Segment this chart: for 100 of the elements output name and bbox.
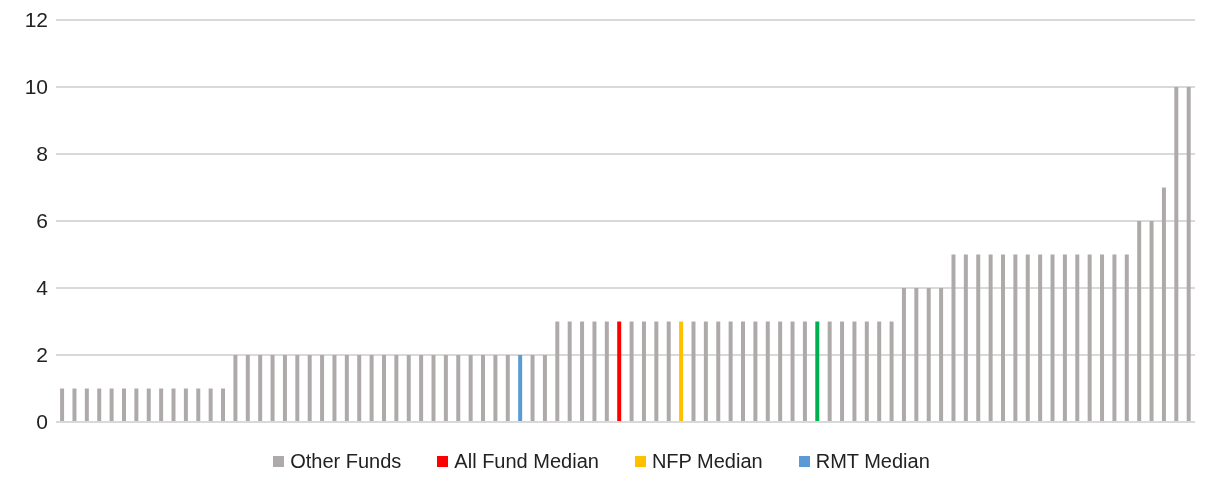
bar — [84, 388, 89, 422]
bar — [1149, 221, 1154, 422]
bar — [1112, 254, 1117, 422]
bar — [703, 321, 708, 422]
bar — [555, 321, 560, 422]
bar — [617, 321, 622, 422]
bar — [1025, 254, 1030, 422]
bar — [765, 321, 770, 422]
y-tick-label: 8 — [36, 142, 48, 166]
bar — [493, 355, 498, 422]
legend-label: NFP Median — [651, 450, 763, 473]
bar — [456, 355, 461, 422]
bar — [344, 355, 349, 422]
bar — [332, 355, 337, 422]
bar — [901, 288, 906, 422]
bar — [654, 321, 659, 422]
bar — [666, 321, 671, 422]
bar — [97, 388, 102, 422]
bar — [245, 355, 250, 422]
bar — [183, 388, 188, 422]
bar — [221, 388, 226, 422]
bar — [592, 321, 597, 422]
bar — [864, 321, 869, 422]
bar — [258, 355, 263, 422]
y-tick-label: 0 — [36, 410, 48, 434]
bar — [443, 355, 448, 422]
bar — [518, 355, 523, 422]
bar — [1174, 87, 1179, 422]
bar — [1038, 254, 1043, 422]
bar — [753, 321, 758, 422]
bar — [431, 355, 436, 422]
legend-label: Other Funds — [290, 450, 402, 473]
y-tick-label: 12 — [24, 8, 48, 32]
bar — [406, 355, 411, 422]
bar — [1013, 254, 1018, 422]
bar — [60, 388, 65, 422]
bar — [963, 254, 968, 422]
bar — [481, 355, 486, 422]
bar — [295, 355, 300, 422]
bar — [976, 254, 981, 422]
legend-label: RMT Median — [815, 450, 930, 473]
bar — [72, 388, 77, 422]
bar — [716, 321, 721, 422]
y-tick-label: 10 — [24, 75, 48, 99]
bar — [134, 388, 139, 422]
bar — [208, 388, 213, 422]
bar — [109, 388, 114, 422]
bar — [121, 388, 126, 422]
bar — [1137, 221, 1142, 422]
bar — [679, 321, 684, 422]
bar — [840, 321, 845, 422]
bar — [505, 355, 510, 422]
bar — [778, 321, 783, 422]
bar — [1001, 254, 1005, 422]
bar — [641, 321, 646, 422]
bar — [394, 355, 399, 422]
bar — [827, 321, 832, 422]
bar — [270, 355, 275, 422]
bar — [988, 254, 993, 422]
y-tick-label: 6 — [36, 209, 48, 233]
bar — [381, 355, 386, 422]
y-tick-label: 2 — [36, 343, 48, 367]
bar — [1124, 254, 1129, 422]
bar — [1161, 187, 1166, 422]
bar — [741, 321, 746, 422]
bar — [691, 321, 696, 422]
legend-label: All Fund Median — [454, 450, 599, 473]
bar — [530, 355, 535, 422]
bar — [171, 388, 176, 422]
bar — [146, 388, 151, 422]
bar — [926, 288, 931, 422]
bar — [369, 355, 374, 422]
bar — [357, 355, 362, 422]
bar — [1050, 254, 1055, 422]
bar — [1062, 254, 1067, 422]
bar — [604, 321, 609, 422]
bar — [233, 355, 238, 422]
bar — [728, 321, 733, 422]
bar — [802, 321, 807, 422]
bar — [815, 321, 820, 422]
bar — [196, 388, 201, 422]
bar — [790, 321, 795, 422]
y-tick-label: 4 — [36, 276, 49, 300]
bar — [1075, 254, 1080, 422]
bar — [877, 321, 882, 422]
bar — [889, 321, 894, 422]
bar — [320, 355, 325, 422]
bar — [468, 355, 473, 422]
bar — [852, 321, 857, 422]
bar — [1100, 254, 1105, 422]
bar — [939, 288, 944, 422]
bar — [567, 321, 572, 422]
bar — [159, 388, 164, 422]
bar — [542, 355, 547, 422]
bar — [951, 254, 956, 422]
bar — [1186, 87, 1191, 422]
bar — [1087, 254, 1092, 422]
bar — [282, 355, 287, 422]
bar — [307, 355, 312, 422]
bar — [580, 321, 585, 422]
